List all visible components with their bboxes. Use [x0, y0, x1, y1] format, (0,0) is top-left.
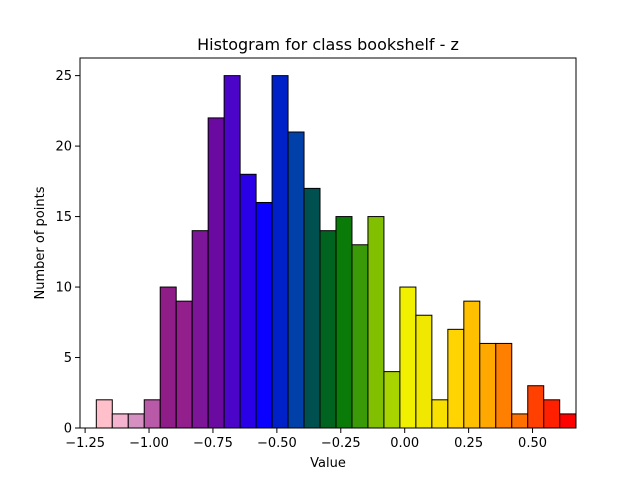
x-tick-label: 0.00	[390, 436, 419, 451]
histogram-bar-20	[415, 314, 433, 429]
y-tick-label: 10	[55, 281, 72, 296]
histogram-bar-19	[399, 286, 417, 429]
x-tick-label: −0.25	[321, 436, 361, 451]
y-tick-label: 5	[64, 351, 72, 366]
x-axis-ticks: −1.25 −1.00 −0.75 −0.50 −0.25 0.00 0.25 0.50	[65, 428, 547, 451]
histogram-bar-0	[95, 399, 113, 429]
histogram-bar-8	[223, 75, 241, 429]
histogram-bar-23	[463, 300, 481, 429]
histogram-bar-29	[559, 413, 577, 429]
chart-title: Histogram for class bookshelf - z	[197, 35, 459, 54]
histogram-bar-27	[527, 385, 545, 429]
histogram-bar-15	[335, 216, 353, 429]
x-tick-label: 0.25	[454, 436, 483, 451]
histogram-bar-4	[159, 286, 177, 429]
y-tick-label: 25	[55, 69, 72, 84]
bars-group	[95, 75, 577, 429]
histogram-bar-22	[447, 328, 465, 429]
y-axis-label: Number of points	[33, 186, 48, 299]
histogram-bar-6	[191, 230, 209, 429]
histogram-bar-9	[239, 173, 257, 429]
histogram-bar-10	[255, 201, 273, 429]
x-tick-label: 0.50	[518, 436, 547, 451]
x-tick-label: −1.25	[65, 436, 105, 451]
histogram-bar-3	[143, 399, 161, 429]
histogram-bar-24	[479, 342, 497, 429]
histogram-bar-18	[383, 371, 401, 429]
histogram-bar-14	[319, 230, 337, 429]
histogram-bar-25	[495, 342, 513, 429]
x-axis-label: Value	[310, 456, 346, 471]
y-tick-label: 20	[55, 140, 72, 155]
histogram-bar-13	[303, 187, 321, 429]
x-tick-label: −0.50	[257, 436, 297, 451]
y-tick-label: 0	[64, 422, 72, 437]
histogram-bar-28	[543, 399, 561, 429]
histogram-bar-16	[351, 244, 369, 429]
y-axis-ticks: 0 5 10 15 20 25	[55, 69, 80, 437]
histogram-bar-17	[367, 216, 385, 429]
histogram-bar-21	[431, 399, 449, 429]
y-tick-label: 15	[55, 210, 72, 225]
histogram-bar-7	[207, 117, 225, 429]
histogram-bar-1	[111, 413, 129, 429]
histogram-bar-5	[175, 300, 193, 429]
x-tick-label: −1.00	[129, 436, 169, 451]
histogram-bar-2	[127, 413, 145, 429]
histogram-bar-11	[271, 75, 289, 429]
histogram-bar-26	[511, 413, 529, 429]
x-tick-label: −0.75	[193, 436, 233, 451]
plot-frame	[79, 57, 577, 429]
histogram-bar-12	[287, 131, 305, 429]
